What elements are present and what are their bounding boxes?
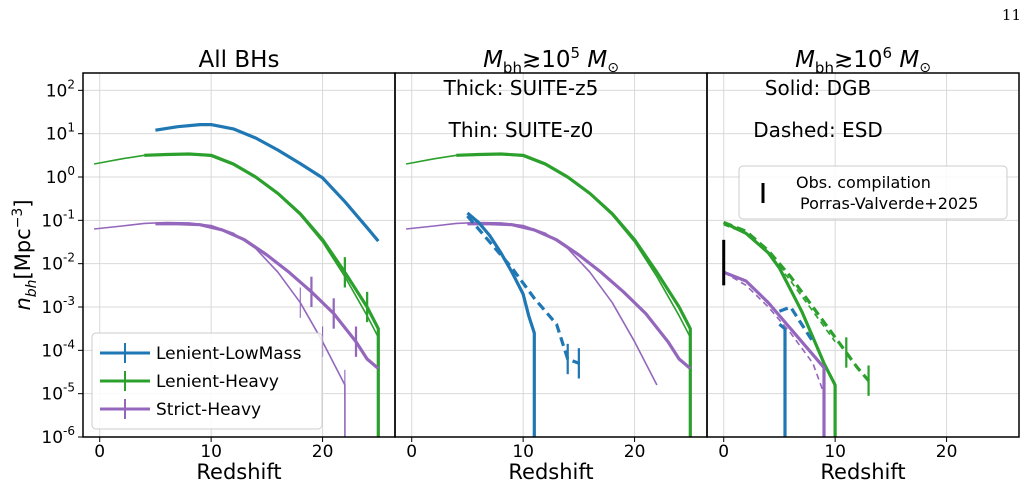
legend-label: Lenient-LowMass <box>156 344 302 364</box>
panel-title: Mbh≳106 M⊙ <box>795 44 931 77</box>
series-line-strict-heavy <box>406 221 658 386</box>
series-group <box>405 152 692 437</box>
series-line-lenient-heavy <box>723 221 870 382</box>
series-line-lenient-lowmass <box>155 122 380 243</box>
x-axis-label: Redshift <box>508 460 593 484</box>
y-tick-label: 10-6 <box>41 424 75 448</box>
x-tick-label: 0 <box>94 442 105 462</box>
x-axis-label: Redshift <box>820 460 905 484</box>
y-tick-label: 102 <box>46 77 75 101</box>
obs-legend: Obs. compilation Porras-Valverde+2025 <box>738 165 1008 220</box>
panel-title: Mbh≳105 M⊙ <box>483 44 619 77</box>
legend-label: Strict-Heavy <box>156 400 261 420</box>
y-tick-label: 10-1 <box>41 207 75 231</box>
y-tick-label: 10-3 <box>41 294 75 318</box>
y-axis-label: nbh[Mpc−3] <box>10 199 40 310</box>
panel-annotation: Dashed: ESD <box>753 118 883 142</box>
series-line-lenient-heavy <box>723 221 837 437</box>
x-tick-label: 0 <box>718 442 729 462</box>
x-tick-label: 10 <box>200 442 222 462</box>
series-line-lenient-heavy <box>723 223 836 343</box>
series-line-strict-heavy <box>467 222 692 370</box>
y-tick-label: 10-2 <box>41 251 75 275</box>
series-group <box>93 122 380 437</box>
x-tick-label: 20 <box>624 442 646 462</box>
series-line-lenient-lowmass <box>466 211 536 437</box>
legend: Lenient-LowMass Lenient-Heavy Strict-Heavy <box>91 332 323 430</box>
obs-legend-label: Porras-Valverde+2025 <box>800 194 978 213</box>
obs-legend-label: Obs. compilation <box>796 173 931 192</box>
x-tick-label: 0 <box>406 442 417 462</box>
series-line-lenient-heavy <box>93 153 380 437</box>
panel-frame <box>706 72 1020 438</box>
legend-box <box>91 332 323 430</box>
panel-2: 0 10 20 Redshift Mbh≳105 M⊙Thick: SUITE-z5 Th… <box>394 44 708 484</box>
panel-1: 0 10 20 Redshift All BHs 102 101 100 10-1 10-2 10-… <box>10 47 396 484</box>
panel-annotation: Solid: DGB <box>765 76 871 100</box>
panel-title: All BHs <box>199 47 280 73</box>
x-tick-label: 10 <box>512 442 534 462</box>
legend-label: Lenient-Heavy <box>156 372 279 392</box>
series-line-lenient-heavy <box>456 152 692 437</box>
page-number: 11 <box>1001 6 1021 24</box>
panel-3: 0 10 20 Redshift Mbh≳106 M⊙Solid: DGB Dashed:… <box>706 44 1020 484</box>
series-line-lenient-lowmass <box>778 323 787 437</box>
x-tick-label: 10 <box>824 442 846 462</box>
x-tick-label: 20 <box>312 442 334 462</box>
obs-legend-box <box>738 165 1008 220</box>
y-tick-label: 10-4 <box>41 337 75 361</box>
x-tick-label: 20 <box>936 442 958 462</box>
series-line-lenient-heavy <box>405 153 692 437</box>
y-tick-label: 100 <box>46 164 75 188</box>
x-axis-label: Redshift <box>196 460 281 484</box>
y-tick-label: 101 <box>46 121 75 145</box>
panel-annotation: Thin: SUITE-z0 <box>448 118 594 142</box>
series-line-strict-heavy <box>723 271 825 437</box>
series-group <box>723 221 870 437</box>
panel-annotation: Thick: SUITE-z5 <box>443 76 599 100</box>
y-tick-label: 10-5 <box>41 381 75 405</box>
series-line-strict-heavy <box>723 270 826 437</box>
series-line-lenient-lowmass <box>778 305 815 343</box>
